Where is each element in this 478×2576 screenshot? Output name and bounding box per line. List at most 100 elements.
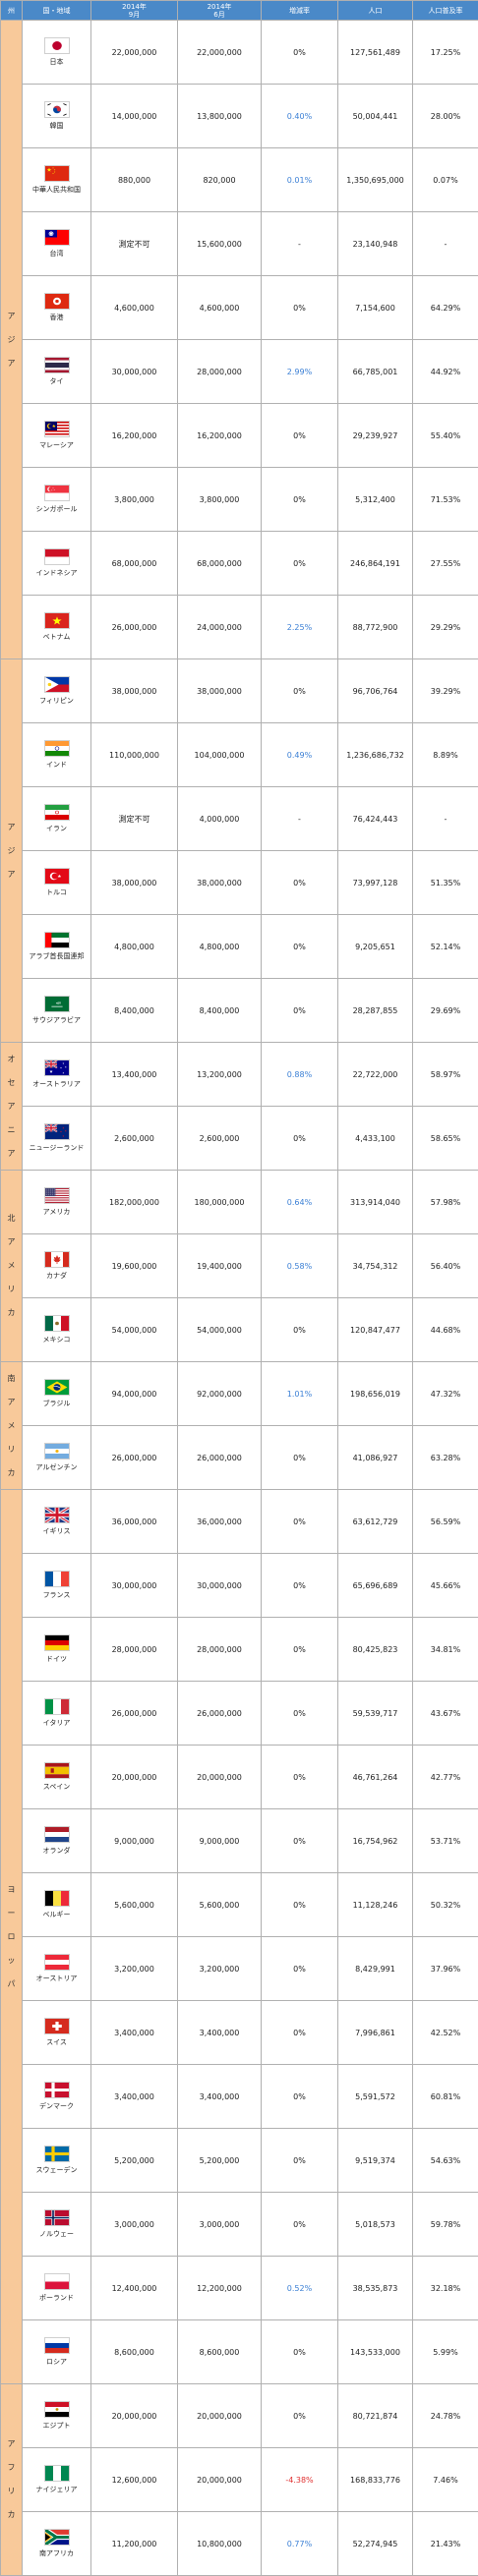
growth-rate: 0% — [262, 468, 338, 532]
growth-rate: 0% — [262, 915, 338, 979]
country-name: スイス — [23, 2038, 90, 2047]
growth-rate: 0% — [262, 1937, 338, 2001]
region-cell: オセアニア — [1, 1043, 23, 1171]
country-name: ナイジェリア — [23, 2486, 90, 2494]
growth-rate: 0% — [262, 2129, 338, 2193]
penetration-rate: 52.14% — [413, 915, 478, 979]
country-cell: 日本 — [23, 21, 91, 85]
growth-rate: 0.01% — [262, 148, 338, 212]
vietnam-flag-icon — [44, 612, 70, 629]
users-sep-2014: 13,400,000 — [91, 1043, 178, 1107]
norway-flag-icon — [44, 2209, 70, 2226]
country-cell: オランダ — [23, 1809, 91, 1873]
users-jun-2014: 12,200,000 — [178, 2257, 262, 2320]
country-name: シンガポール — [23, 505, 90, 514]
users-sep-2014: 3,800,000 — [91, 468, 178, 532]
users-sep-2014: 12,600,000 — [91, 2448, 178, 2512]
growth-rate: 2.99% — [262, 340, 338, 404]
population: 46,761,264 — [338, 1746, 413, 1809]
country-name: スウェーデン — [23, 2166, 90, 2175]
country-name: フランス — [23, 1591, 90, 1600]
saudi-flag-icon: ﷲ — [44, 996, 70, 1012]
population: 246,864,191 — [338, 532, 413, 596]
penetration-rate: 60.81% — [413, 2065, 478, 2129]
users-jun-2014: 92,000,000 — [178, 1362, 262, 1426]
users-sep-2014: 36,000,000 — [91, 1490, 178, 1554]
country-cell: ロシア — [23, 2320, 91, 2384]
country-name: オランダ — [23, 1847, 90, 1856]
users-jun-2014: 28,000,000 — [178, 340, 262, 404]
italy-flag-icon — [44, 1698, 70, 1715]
population: 41,086,927 — [338, 1426, 413, 1490]
singapore-flag-icon — [44, 485, 70, 501]
country-cell: アルゼンチン — [23, 1426, 91, 1490]
spain-flag-icon — [44, 1762, 70, 1779]
malaysia-flag-icon — [44, 421, 70, 437]
users-sep-2014: 54,000,000 — [91, 1298, 178, 1362]
country-cell: インド — [23, 723, 91, 787]
country-name: ニュージーランド — [23, 1144, 90, 1153]
penetration-rate: 44.92% — [413, 340, 478, 404]
users-sep-2014: 2,600,000 — [91, 1107, 178, 1171]
users-jun-2014: 54,000,000 — [178, 1298, 262, 1362]
users-sep-2014: 8,600,000 — [91, 2320, 178, 2384]
population: 22,722,000 — [338, 1043, 413, 1107]
growth-rate: 0% — [262, 659, 338, 723]
users-sep-2014: 3,000,000 — [91, 2193, 178, 2257]
penetration-rate: 43.67% — [413, 1682, 478, 1746]
penetration-rate: 8.89% — [413, 723, 478, 787]
growth-rate: 0% — [262, 1554, 338, 1618]
country-cell: オーストリア — [23, 1937, 91, 2001]
users-sep-2014: 38,000,000 — [91, 851, 178, 915]
country-cell: インドネシア — [23, 532, 91, 596]
country-cell: アメリカ — [23, 1171, 91, 1234]
penetration-rate: 24.78% — [413, 2384, 478, 2448]
country-cell: ベルギー — [23, 1873, 91, 1937]
sweden-flag-icon — [44, 2146, 70, 2162]
country-cell: ポーランド — [23, 2257, 91, 2320]
users-sep-2014: 3,400,000 — [91, 2001, 178, 2065]
penetration-rate: 63.28% — [413, 1426, 478, 1490]
population: 7,154,600 — [338, 276, 413, 340]
population: 143,533,000 — [338, 2320, 413, 2384]
country-cell: 南アフリカ — [23, 2512, 91, 2576]
growth-rate: 0% — [262, 1426, 338, 1490]
india-flag-icon — [44, 740, 70, 757]
users-sep-2014: 9,000,000 — [91, 1809, 178, 1873]
population: 80,721,874 — [338, 2384, 413, 2448]
country-cell: フィリピン — [23, 659, 91, 723]
region-label: オセアニア — [7, 1048, 17, 1166]
growth-rate: 0% — [262, 1873, 338, 1937]
users-jun-2014: 10,800,000 — [178, 2512, 262, 2576]
country-name: ノルウェー — [23, 2230, 90, 2239]
population: 5,591,572 — [338, 2065, 413, 2129]
country-name: スペイン — [23, 1783, 90, 1792]
penetration-rate: 34.81% — [413, 1618, 478, 1682]
growth-rate: 0% — [262, 2384, 338, 2448]
country-cell: オーストラリア — [23, 1043, 91, 1107]
canada-flag-icon — [44, 1251, 70, 1268]
population: 168,833,776 — [338, 2448, 413, 2512]
users-sep-2014: 68,000,000 — [91, 532, 178, 596]
japan-flag-icon — [44, 37, 70, 54]
users-sep-2014: 20,000,000 — [91, 2384, 178, 2448]
thailand-flag-icon — [44, 357, 70, 373]
region-label: アフリカ — [7, 2433, 17, 2527]
users-sep-2014: 20,000,000 — [91, 1746, 178, 1809]
users-sep-2014: 94,000,000 — [91, 1362, 178, 1426]
users-jun-2014: 3,400,000 — [178, 2065, 262, 2129]
population: 9,205,651 — [338, 915, 413, 979]
country-name: フィリピン — [23, 697, 90, 706]
